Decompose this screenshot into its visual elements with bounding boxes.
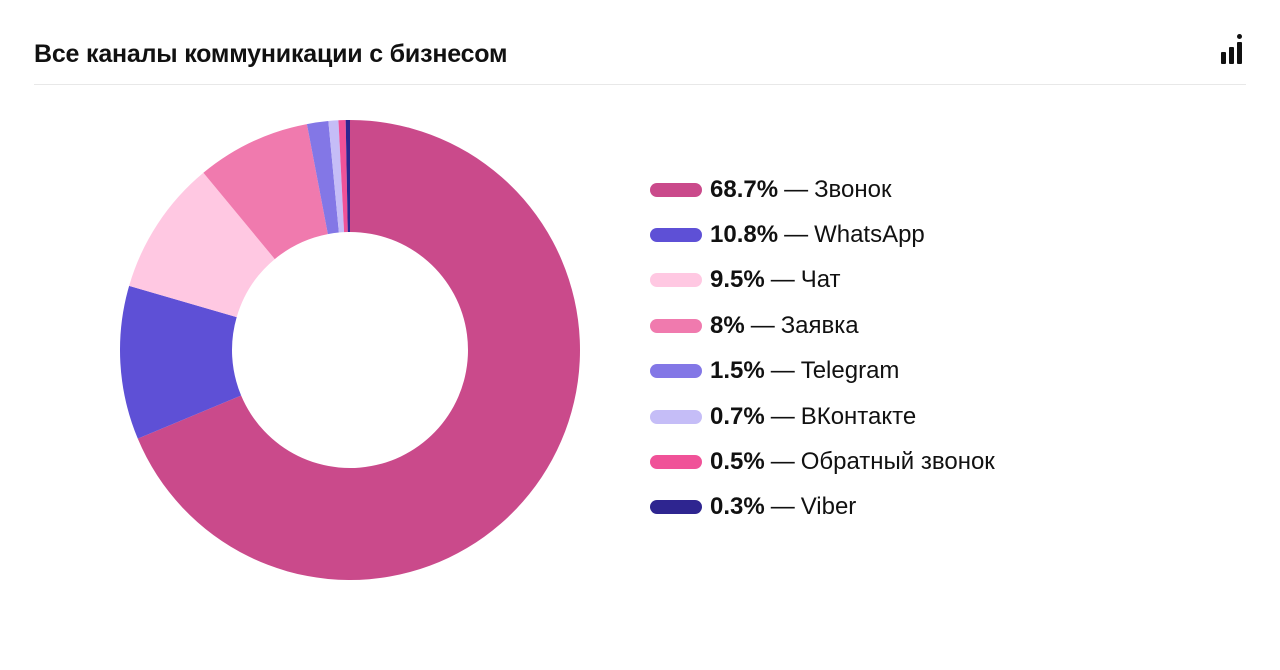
legend-value: 8%: [710, 311, 745, 339]
legend-value: 10.8%: [710, 221, 779, 249]
legend-swatch: [650, 364, 702, 379]
legend-label: Viber: [800, 493, 857, 521]
pie-slice-8[interactable]: [345, 120, 350, 233]
legend-label: Чат: [800, 266, 841, 294]
pie-slice-1[interactable]: [137, 120, 580, 580]
legend-label: ВКонтакте: [800, 402, 917, 430]
legend-item[interactable]: 0.3% — Viber: [650, 485, 995, 530]
legend-item[interactable]: 68.7% — Звонок: [650, 167, 995, 212]
legend-value: 0.3%: [710, 493, 765, 521]
donut-chart: [119, 120, 580, 580]
bar-chart-icon[interactable]: [1216, 34, 1246, 68]
legend-swatch: [650, 409, 702, 424]
chart-title: Все каналы коммуникации с бизнесом: [34, 40, 508, 68]
legend-swatch: [650, 318, 702, 333]
legend-separator: —: [784, 221, 809, 249]
legend-separator: —: [770, 402, 795, 430]
legend-value: 0.5%: [710, 448, 765, 476]
legend-value: 68.7%: [710, 175, 779, 203]
legend-item[interactable]: 1.5% — Telegram: [650, 349, 995, 394]
legend-swatch: [650, 455, 702, 470]
legend-swatch: [650, 182, 702, 197]
legend-swatch: [650, 273, 702, 288]
legend-separator: —: [770, 266, 795, 294]
chart-header: Все каналы коммуникации с бизнесом: [34, 28, 1246, 85]
legend-label: Telegram: [800, 357, 900, 385]
pie-slice-5[interactable]: [306, 121, 339, 235]
chart-legend: 68.7% — Звонок 10.8% — WhatsApp 9.5% — Чат 8% — Зая…: [650, 167, 995, 530]
legend-label: Заявка: [780, 311, 859, 339]
legend-separator: —: [784, 175, 809, 203]
legend-separator: —: [770, 493, 795, 521]
pie-slice-7[interactable]: [338, 120, 348, 233]
legend-swatch: [650, 500, 702, 515]
legend-swatch: [650, 228, 702, 243]
legend-item[interactable]: 10.8% — WhatsApp: [650, 212, 995, 257]
legend-separator: —: [770, 357, 795, 385]
legend-item[interactable]: 9.5% — Чат: [650, 258, 995, 303]
chart-area: 68.7% — Звонок 10.8% — WhatsApp 9.5% — Чат 8% — Зая…: [0, 100, 1280, 670]
legend-item[interactable]: 0.7% — ВКонтакте: [650, 394, 995, 439]
legend-separator: —: [770, 448, 795, 476]
pie-slice-3[interactable]: [129, 172, 275, 318]
pie-slice-4[interactable]: [203, 124, 328, 260]
legend-value: 0.7%: [710, 402, 765, 430]
pie-slice-6[interactable]: [328, 120, 345, 233]
pie-slice-2[interactable]: [119, 285, 242, 439]
legend-item[interactable]: 8% — Заявка: [650, 303, 995, 348]
legend-value: 1.5%: [710, 357, 765, 385]
legend-separator: —: [750, 311, 775, 339]
legend-value: 9.5%: [710, 266, 765, 294]
legend-label: Обратный звонок: [800, 448, 995, 476]
legend-label: Звонок: [814, 175, 892, 203]
legend-label: WhatsApp: [814, 221, 925, 249]
legend-item[interactable]: 0.5% — Обратный звонок: [650, 439, 995, 484]
